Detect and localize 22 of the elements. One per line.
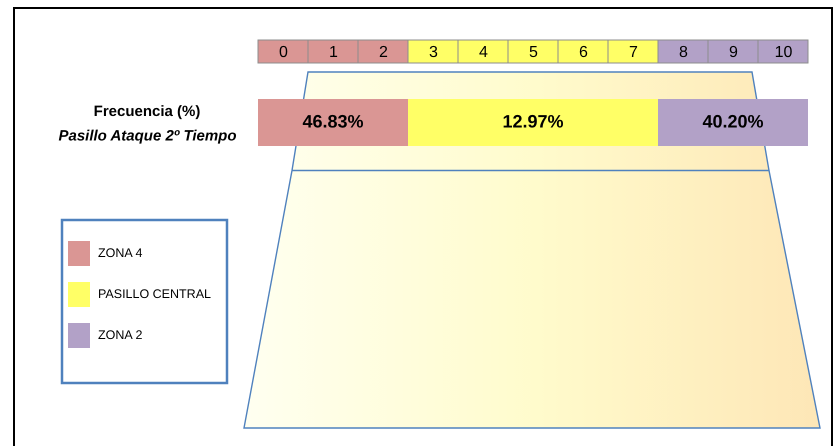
- x-tick-label: 0: [279, 44, 288, 61]
- x-tick-label: 4: [479, 44, 488, 61]
- x-tick-label: 3: [429, 44, 438, 61]
- bar: [408, 99, 658, 146]
- annotation: 40.20%: [702, 112, 764, 132]
- x-tick-label: 5: [529, 44, 538, 61]
- x-tick-label: 9: [729, 44, 738, 61]
- x-tick-label: 7: [629, 44, 638, 61]
- text: Frecuencia (%): [94, 103, 200, 120]
- x-tick-label: 2: [379, 44, 388, 61]
- y-tick-label: Pasillo Ataque 2º Tiempo: [58, 128, 237, 144]
- bar: [258, 99, 408, 146]
- annotation: 46.83%: [302, 112, 364, 132]
- annotation: 12.97%: [502, 112, 564, 132]
- bar: [658, 99, 808, 146]
- x-tick-label: 6: [579, 44, 588, 61]
- x-tick-label: 8: [679, 44, 688, 61]
- x-tick-label: 1: [329, 44, 338, 61]
- legend-label: PASILLO CENTRAL: [98, 287, 212, 301]
- legend-label: ZONA 2: [98, 328, 143, 342]
- x-tick-label: 10: [774, 44, 792, 61]
- legend-label: ZONA 4: [98, 246, 143, 260]
